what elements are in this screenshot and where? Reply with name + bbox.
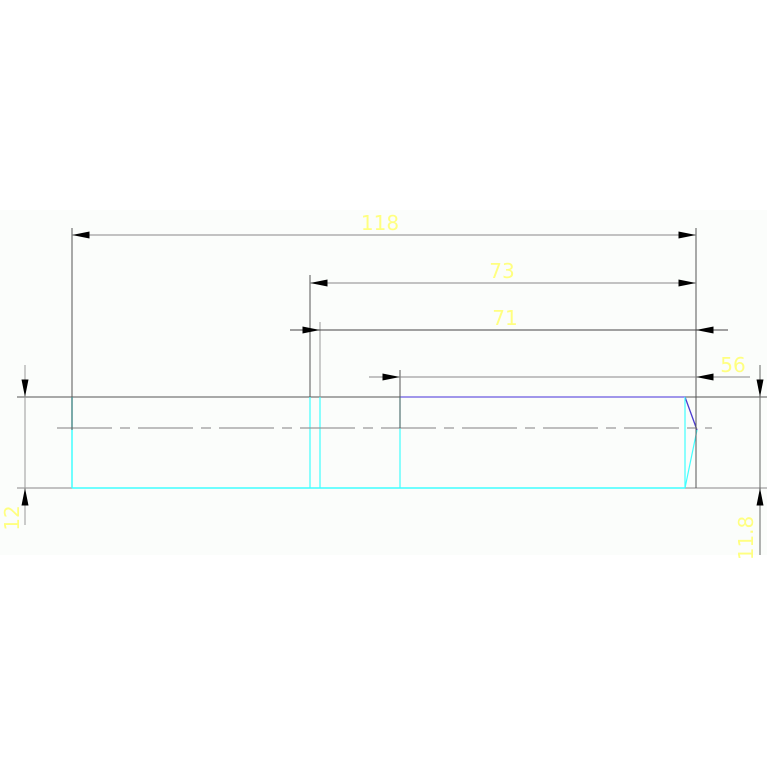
dimension-label: 11.8 (734, 516, 758, 561)
dimension-71: 71 (290, 306, 728, 334)
dimension-label: 73 (489, 259, 514, 283)
dimension-11-8: 11.8 (734, 365, 764, 561)
part-outline (17, 396, 767, 489)
dimension-12: 12 (0, 365, 29, 531)
dimension-118: 118 (72, 211, 696, 239)
drawing-area (0, 210, 767, 555)
extension-lines (71, 228, 697, 488)
dimension-56: 56 (369, 353, 750, 381)
dimension-label: 56 (720, 353, 745, 377)
dimension-73: 73 (310, 259, 696, 287)
dimension-label: 12 (0, 505, 24, 530)
dimension-label: 71 (492, 306, 517, 330)
dimension-label: 118 (361, 211, 399, 235)
